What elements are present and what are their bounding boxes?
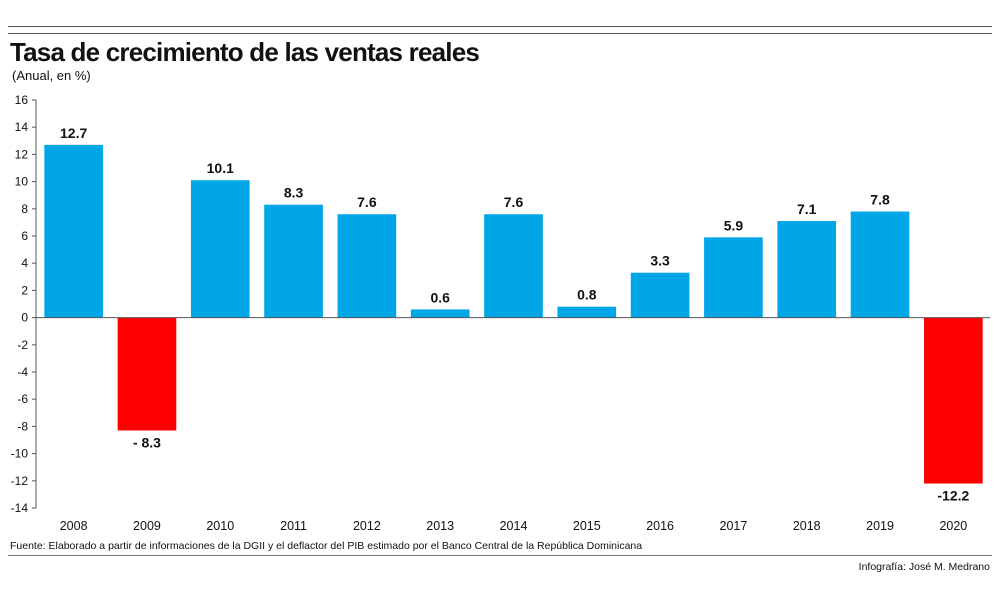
chart-subtitle: (Anual, en %)	[12, 68, 91, 83]
data-label: 3.3	[650, 253, 670, 269]
y-tick-label: -2	[17, 338, 28, 352]
x-tick-label: 2012	[353, 519, 381, 533]
y-tick-label: 6	[21, 229, 28, 243]
source-note: Fuente: Elaborado a partir de informacio…	[10, 540, 643, 552]
y-tick-label: 4	[21, 256, 28, 270]
title-rule	[8, 33, 992, 34]
x-tick-label: 2018	[793, 519, 821, 533]
bars-group	[44, 144, 983, 484]
y-tick-label: 12	[15, 147, 29, 161]
y-axis: 16 14 12 10 8 6 4 2 0 -2 -4 -6 -8 -10 -12 -14	[11, 93, 37, 515]
x-tick-label: 2015	[573, 519, 601, 533]
x-tick-label: 2011	[280, 519, 307, 533]
y-tick-label: 0	[21, 311, 28, 325]
y-tick-label: 14	[15, 120, 29, 134]
y-tick-label: 8	[21, 202, 28, 216]
x-tick-label: 2019	[866, 519, 894, 533]
y-tick-label: -8	[17, 419, 28, 433]
y-tick-label: 2	[21, 283, 28, 297]
bar-2019	[850, 211, 910, 318]
chart-title: Tasa de crecimiento de las ventas reales	[10, 37, 480, 67]
y-tick-label: 16	[15, 93, 29, 107]
data-label: -12.2	[937, 488, 969, 504]
x-tick-label: 2008	[60, 519, 88, 533]
y-tick-label: -14	[11, 501, 29, 515]
y-tick-label: -6	[17, 392, 28, 406]
bar-2016	[630, 272, 690, 318]
bar-2014	[484, 214, 543, 318]
x-tick-label: 2014	[500, 519, 528, 533]
bar-2010	[190, 180, 250, 318]
data-label: 7.1	[797, 201, 817, 217]
data-label: 7.6	[504, 194, 524, 210]
data-label: - 8.3	[133, 434, 161, 450]
data-label: 7.6	[357, 194, 377, 210]
footer-rule	[8, 555, 992, 556]
y-tick-label: 10	[15, 175, 29, 189]
data-label: 12.7	[60, 125, 87, 141]
data-labels-group: 12.7 - 8.3 10.1 8.3 7.6 0.6 7.6 0.8 3.3 5.9 7.1 7.8…	[60, 125, 969, 504]
x-tick-label: 2017	[720, 519, 748, 533]
bar-2020	[924, 317, 983, 484]
credit-note: Infografía: José M. Medrano	[858, 561, 990, 573]
data-label: 7.8	[870, 192, 890, 208]
bar-2018	[777, 221, 837, 318]
bar-2008	[44, 144, 103, 318]
bar-2009	[117, 317, 177, 431]
bar-2013	[410, 309, 470, 318]
bar-2015	[557, 306, 617, 318]
top-rule	[8, 26, 992, 27]
bar-2011	[264, 204, 323, 318]
x-tick-label: 2013	[426, 519, 454, 533]
x-tick-label: 2010	[206, 519, 234, 533]
data-label: 0.8	[577, 287, 597, 303]
data-label: 0.6	[430, 289, 450, 305]
bar-2012	[337, 214, 397, 318]
x-tick-label: 2020	[939, 519, 967, 533]
x-tick-label: 2016	[646, 519, 674, 533]
data-label: 8.3	[284, 185, 304, 201]
x-tick-label: 2009	[133, 519, 161, 533]
data-label: 5.9	[724, 217, 744, 233]
y-tick-label: -4	[17, 365, 28, 379]
y-tick-label: -12	[11, 474, 29, 488]
bar-2017	[704, 237, 763, 318]
data-label: 10.1	[207, 160, 234, 176]
y-tick-label: -10	[11, 447, 29, 461]
x-axis: 2008 2009 2010 2011 2012 2013 2014 2015 2016 2017…	[36, 317, 990, 533]
